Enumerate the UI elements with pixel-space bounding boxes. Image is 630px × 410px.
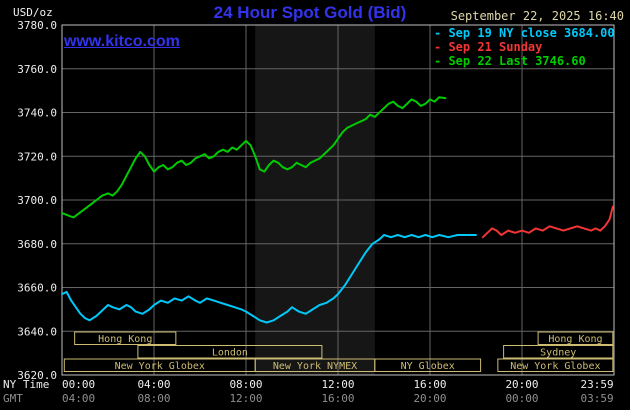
legend-entry-1: - Sep 21 Sunday	[434, 40, 543, 54]
session-label: Hong Kong	[98, 334, 152, 345]
y-tick-label: 3760.0	[17, 63, 57, 76]
plot-frame	[61, 24, 615, 376]
x-tick-ny: 20:00	[505, 378, 538, 391]
y-tick-label: 3680.0	[17, 238, 57, 251]
y-tick-label: 3640.0	[17, 325, 57, 338]
x-tick-ny: 16:00	[413, 378, 446, 391]
x-tick-gmt: 03:59	[580, 392, 613, 405]
series-sep22	[61, 96, 447, 219]
x-tick-ny: 12:00	[321, 378, 354, 391]
gmt-axis-label: GMT	[3, 392, 23, 405]
session-label: New York Globex	[510, 361, 600, 372]
y-tick-label: 3700.0	[17, 194, 57, 207]
session-box	[137, 345, 323, 359]
session-box	[74, 331, 177, 345]
x-tick-gmt: 20:00	[413, 392, 446, 405]
y-tick-label: 3780.0	[17, 19, 57, 32]
session-box	[374, 358, 482, 372]
x-tick-ny: 23:59	[580, 378, 613, 391]
session-box	[497, 358, 614, 372]
x-tick-gmt: 04:00	[62, 392, 95, 405]
y-tick-label: 3620.0	[17, 369, 57, 382]
session-label: London	[212, 348, 248, 359]
session-box	[537, 331, 614, 345]
x-tick-gmt: 16:00	[321, 392, 354, 405]
session-label: NY Globex	[401, 361, 455, 372]
series-sep21	[481, 205, 614, 239]
session-label: Sydney	[540, 348, 576, 359]
series-sep19	[61, 234, 477, 324]
ny-time-axis-label: NY Time	[3, 378, 49, 391]
legend-entry-0: - Sep 19 NY close 3684.00	[434, 26, 615, 40]
session-label: Hong Kong	[548, 334, 602, 345]
x-tick-gmt: 12:00	[229, 392, 262, 405]
chart-title: 24 Hour Spot Gold (Bid)	[213, 3, 407, 22]
session-box	[503, 345, 614, 359]
x-tick-gmt: 08:00	[137, 392, 170, 405]
y-axis-units-label: USD/oz	[13, 6, 53, 19]
x-tick-ny: 08:00	[229, 378, 262, 391]
x-tick-gmt: 00:00	[505, 392, 538, 405]
session-label: New York NYMEX	[273, 361, 357, 372]
legend: - Sep 19 NY close 3684.00- Sep 21 Sunday…	[434, 26, 615, 68]
x-tick-ny: 04:00	[137, 378, 170, 391]
y-tick-label: 3740.0	[17, 107, 57, 120]
legend-entry-2: - Sep 22 Last 3746.60	[434, 54, 586, 68]
chart-datetime: September 22, 2025 16:40	[450, 9, 624, 23]
kitco-watermark-link[interactable]: www.kitco.com	[64, 33, 180, 50]
y-tick-label: 3660.0	[17, 282, 57, 295]
y-tick-label: 3720.0	[17, 150, 57, 163]
x-tick-ny: 00:00	[62, 378, 95, 391]
session-label: New York Globex	[115, 361, 205, 372]
